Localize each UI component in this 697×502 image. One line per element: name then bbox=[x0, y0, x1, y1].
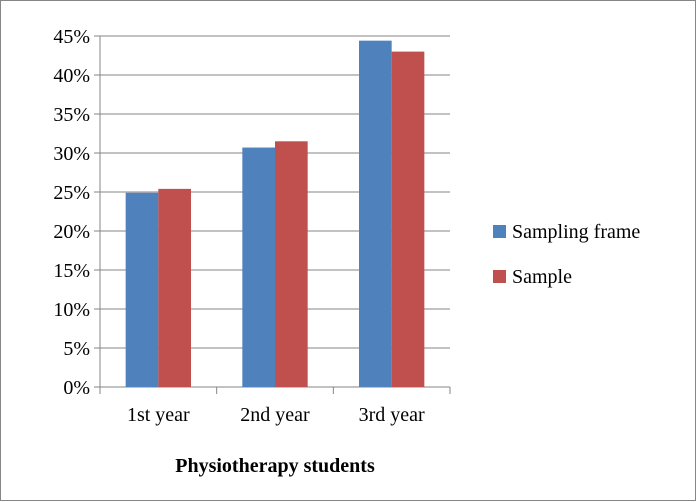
legend-swatch bbox=[493, 270, 506, 283]
bar bbox=[158, 188, 191, 387]
bar bbox=[391, 51, 425, 387]
y-tick-label: 35% bbox=[53, 104, 90, 126]
y-tick-label: 15% bbox=[53, 260, 90, 282]
y-tick-label: 10% bbox=[53, 299, 90, 321]
x-tick-label: 2nd year bbox=[240, 404, 310, 426]
legend-swatch bbox=[493, 225, 506, 238]
x-axis-title: Physiotherapy students bbox=[175, 455, 375, 477]
y-tick-label: 0% bbox=[63, 377, 90, 399]
y-tick-label: 40% bbox=[53, 65, 90, 87]
y-tick-label: 5% bbox=[63, 338, 90, 360]
legend-label: Sampling frame bbox=[512, 221, 640, 243]
bar bbox=[125, 192, 159, 387]
y-tick-label: 30% bbox=[53, 143, 90, 165]
y-tick-label: 25% bbox=[53, 182, 90, 204]
legend-label: Sample bbox=[512, 266, 572, 288]
y-tick-label: 45% bbox=[53, 26, 90, 48]
y-tick-label: 20% bbox=[53, 221, 90, 243]
x-tick-label: 1st year bbox=[127, 404, 190, 426]
bar bbox=[242, 147, 275, 387]
x-tick-label: 3rd year bbox=[359, 404, 425, 426]
bar bbox=[359, 40, 392, 388]
bar bbox=[275, 141, 308, 387]
